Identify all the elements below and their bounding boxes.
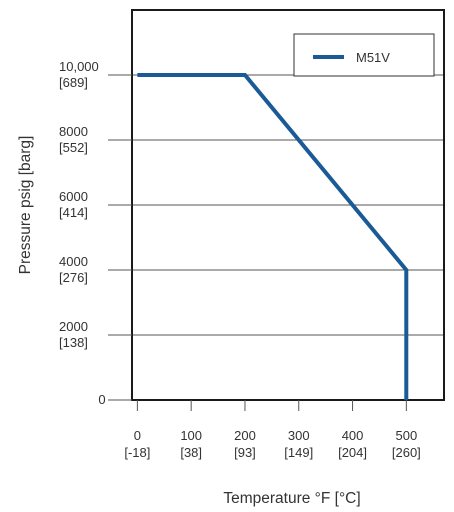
y-axis-ticks: 0 2000[138] 4000[276] 6000[414] 8000[552] 10,…	[59, 59, 132, 407]
y-tick-sublabel: [552]	[59, 140, 88, 155]
x-tick-label: 500	[395, 428, 417, 443]
y-tick-label: 8000	[59, 124, 88, 139]
x-tick-label: 300	[288, 428, 310, 443]
x-tick-label: 100	[180, 428, 202, 443]
x-axis-ticks: 0 [-18] 100 [38] 200 [93] 300 [149] 400 [204] 500 […	[124, 400, 421, 460]
x-axis-title: Temperature °F [°C]	[223, 490, 360, 507]
legend: M51V	[293, 33, 435, 77]
y-tick-sublabel: [414]	[59, 205, 88, 220]
x-tick-label: 0	[134, 428, 141, 443]
x-tick-sublabel: [260]	[392, 445, 421, 460]
x-tick-sublabel: [38]	[180, 445, 202, 460]
x-tick-sublabel: [-18]	[124, 445, 150, 460]
y-tick-sublabel: [138]	[59, 335, 88, 350]
legend-label-m51v: M51V	[356, 50, 390, 65]
y-tick-label: 6000	[59, 189, 88, 204]
x-tick-label: 400	[342, 428, 364, 443]
y-tick-label: 10,000	[59, 59, 99, 74]
x-tick-sublabel: [93]	[234, 445, 256, 460]
y-tick-label: 2000	[59, 319, 88, 334]
gridlines	[132, 74, 444, 336]
series-layer	[137, 73, 409, 400]
x-tick-sublabel: [149]	[284, 445, 313, 460]
series-line-m51v	[137, 73, 409, 400]
x-tick-label: 200	[234, 428, 256, 443]
x-tick-sublabel: [204]	[338, 445, 367, 460]
y-axis-title: Pressure psig [barg]	[17, 136, 34, 275]
y-tick-sublabel: [689]	[59, 75, 88, 90]
y-tick-label: 4000	[59, 254, 88, 269]
y-tick-label: 0	[98, 392, 105, 407]
y-tick-sublabel: [276]	[59, 270, 88, 285]
